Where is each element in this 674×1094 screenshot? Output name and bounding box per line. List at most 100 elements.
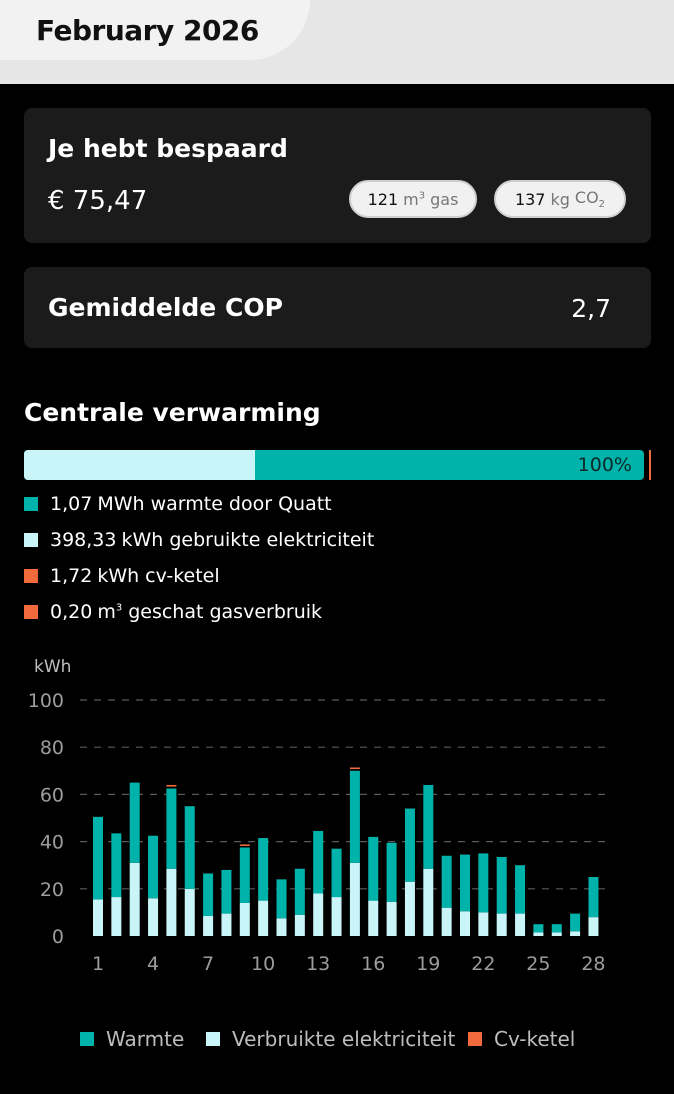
chart-legend-warmte[interactable]: Warmte	[80, 1026, 184, 1052]
bar-electricity	[588, 917, 599, 936]
elektriciteit-swatch-icon	[206, 1032, 220, 1046]
bar-electricity	[515, 913, 526, 936]
bar-warmte	[184, 806, 195, 889]
bar-electricity	[349, 862, 360, 936]
bar-electricity	[239, 902, 250, 936]
bar-electricity	[404, 881, 415, 936]
bar-warmte	[386, 842, 397, 902]
x-tick-label: 7	[202, 953, 214, 975]
month-title: February 2026	[36, 14, 259, 47]
bar-cv-ketel	[166, 784, 177, 787]
y-tick-label: 60	[40, 784, 64, 806]
bar-electricity	[423, 868, 434, 936]
y-tick-label: 40	[40, 832, 64, 854]
bar-electricity	[93, 899, 103, 936]
heat-label: MWh warmte door Quatt	[97, 493, 332, 515]
x-tick-label: 28	[581, 953, 605, 975]
chart-legend-cv-ketel-label: Cv-ketel	[494, 1027, 576, 1051]
chart-legend-cv-ketel[interactable]: Cv-ketel	[468, 1026, 575, 1052]
gas-unit: m3	[403, 189, 426, 209]
bar-warmte	[460, 854, 470, 912]
month-tab[interactable]: February 2026	[0, 0, 310, 60]
bar-warmte	[203, 873, 214, 916]
x-tick-label: 13	[306, 953, 330, 975]
bar-electricity	[166, 868, 177, 936]
bar-warmte	[331, 848, 342, 898]
x-tick-label: 25	[526, 953, 550, 975]
co2-saved-badge: 137 kg CO2	[494, 180, 626, 218]
bar-warmte	[496, 856, 507, 914]
bar-warmte	[313, 830, 324, 894]
chart-legend-elektriciteit[interactable]: Verbruikte elektriciteit	[206, 1026, 455, 1052]
legend-gas: 0,20 m3 geschat gasverbruik	[24, 599, 322, 625]
x-tick-label: 22	[471, 953, 495, 975]
bar-warmte	[515, 865, 526, 914]
gas-unit-legend: m3	[97, 601, 123, 623]
heat-swatch-icon	[24, 497, 38, 511]
boiler-label: kWh cv-ketel	[97, 565, 220, 587]
gas-value: 0,20	[50, 601, 93, 623]
bar-electricity	[129, 862, 140, 936]
y-tick-label: 80	[40, 737, 64, 759]
x-tick-label: 4	[147, 953, 159, 975]
bar-electricity	[570, 931, 581, 936]
cv-ketel-swatch-icon	[468, 1032, 482, 1046]
bar-warmte	[570, 913, 581, 932]
bar-electricity	[111, 897, 122, 936]
x-tick-label: 19	[416, 953, 440, 975]
legend-electricity: 398,33 kWh gebruikte elektriciteit	[24, 527, 374, 553]
bar-warmte	[111, 833, 122, 898]
electricity-share-fill	[24, 450, 255, 480]
bar-warmte	[551, 924, 562, 933]
cop-label: Gemiddelde COP	[48, 293, 283, 322]
x-tick-label: 10	[251, 953, 275, 975]
bar-warmte	[148, 835, 159, 899]
bar-warmte	[478, 853, 489, 913]
warmte-swatch-icon	[80, 1032, 94, 1046]
bar-electricity	[533, 932, 544, 936]
heat-value: 1,07	[50, 493, 93, 515]
bar-electricity	[460, 911, 470, 936]
bar-electricity	[258, 900, 269, 936]
bar-electricity	[148, 898, 159, 936]
bar-warmte	[221, 869, 232, 914]
bar-electricity	[221, 913, 232, 936]
bar-warmte	[423, 784, 434, 869]
y-tick-label: 0	[52, 926, 64, 948]
bar-warmte	[294, 868, 305, 915]
electricity-value: 398,33	[50, 529, 117, 551]
chart-legend-warmte-label: Warmte	[106, 1027, 185, 1051]
electricity-swatch-icon	[24, 533, 38, 547]
bar-electricity	[276, 918, 287, 936]
x-tick-label: 16	[361, 953, 385, 975]
cop-card: Gemiddelde COP 2,7	[24, 267, 651, 348]
bar-cv-ketel	[239, 844, 250, 847]
daily-usage-chart[interactable]: kWh 0 20 40 60 80 100 1 4 7 10 13 16 19 22 25 28	[0, 650, 674, 980]
bar-electricity	[184, 888, 195, 936]
bar-warmte	[404, 808, 415, 882]
y-tick-label: 20	[40, 879, 64, 901]
bar-electricity	[294, 914, 305, 936]
bar-electricity	[496, 913, 507, 936]
gas-saved-value: 121	[367, 189, 399, 209]
bar-electricity	[368, 900, 379, 936]
bar-electricity	[441, 907, 452, 936]
co2-saved-value: 137	[514, 189, 546, 209]
gas-label-legend: geschat gasverbruik	[128, 601, 323, 623]
boiler-share-marker	[649, 450, 651, 480]
bar-cv-ketel	[349, 767, 360, 770]
bar-warmte	[533, 924, 544, 933]
gas-saved-badge: 121 m3 gas	[349, 180, 477, 218]
boiler-value: 1,72	[50, 565, 93, 587]
bar-warmte	[441, 855, 452, 908]
bar-electricity	[313, 893, 324, 936]
legend-heat-quatt: 1,07 MWh warmte door Quatt	[24, 491, 332, 517]
bar-electricity	[551, 932, 562, 936]
savings-card: Je hebt bespaard € 75,47 121 m3 gas 137 …	[24, 108, 651, 243]
y-axis-unit: kWh	[34, 657, 71, 677]
top-bar: February 2026	[0, 0, 674, 84]
bar-electricity	[331, 897, 342, 936]
bar-electricity	[478, 912, 489, 936]
electricity-label: kWh gebruikte elektriciteit	[121, 529, 375, 551]
legend-boiler: 1,72 kWh cv-ketel	[24, 563, 220, 589]
